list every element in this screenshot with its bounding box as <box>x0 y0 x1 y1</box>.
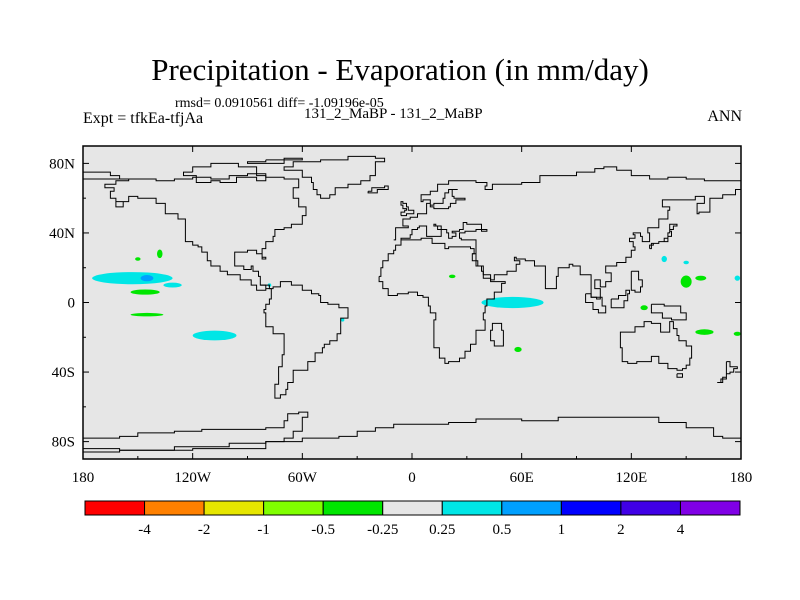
x-tick-label: 0 <box>408 470 416 486</box>
anomaly-patch <box>140 275 154 282</box>
x-tick-label: 120E <box>615 470 647 486</box>
y-tick-label: 40N <box>49 226 75 242</box>
y-tick-label: 40S <box>52 365 75 381</box>
coastline <box>283 155 386 199</box>
anomaly-patch <box>448 274 456 279</box>
coastline <box>378 237 506 364</box>
coastline <box>83 411 309 451</box>
anomaly-patch <box>734 275 741 281</box>
coastline <box>619 321 693 371</box>
anomaly-patch <box>92 272 173 285</box>
anomaly-patch <box>695 275 707 281</box>
anomaly-patch <box>340 318 345 322</box>
experiment-label: Expt = tfkEa-tfjAa <box>83 110 204 127</box>
coastline <box>393 166 741 241</box>
anomaly-patch <box>680 275 692 288</box>
y-tick-label: 80S <box>52 435 75 451</box>
colorbar-label: 1 <box>558 522 566 538</box>
colorbar-swatch <box>203 500 265 516</box>
colorbar: -4 -2 -1 -0.5 -0.25 0.25 0.5 1 2 4 <box>84 500 741 538</box>
anomaly-patch <box>661 255 667 263</box>
coastline <box>717 361 738 383</box>
anomaly-patch <box>135 257 141 261</box>
anomaly-patch <box>514 346 522 353</box>
coastline <box>83 416 741 453</box>
colorbar-swatch <box>322 500 384 516</box>
colorbar-label: 2 <box>617 522 625 538</box>
colorbar-label: 4 <box>677 522 685 538</box>
colorbar-label: -2 <box>198 522 211 538</box>
x-tick-label: 180 <box>730 470 753 486</box>
x-tick-label: 60W <box>288 470 318 486</box>
anomaly-patch <box>130 312 164 317</box>
coastline <box>400 201 415 217</box>
x-tick-label: 180 <box>72 470 95 486</box>
anomaly-patch <box>733 331 741 336</box>
coastline <box>367 185 389 194</box>
colorbar-swatch <box>382 500 443 516</box>
stats-label: rmsd= 0.0910561 diff= -1.09196e-05 <box>175 96 384 111</box>
y-axis: 80N 40N 0 40S 80S <box>49 156 741 451</box>
coastline <box>610 289 630 309</box>
colorbar-swatch <box>441 500 503 516</box>
coastline <box>585 293 607 314</box>
map-background <box>83 146 741 459</box>
colorbar-label: -1 <box>257 522 270 538</box>
anomaly-patch <box>640 305 648 311</box>
colorbar-swatch <box>263 500 324 516</box>
y-tick-label: 0 <box>68 296 76 312</box>
season-label: ANN <box>707 108 742 125</box>
coastline <box>400 189 741 300</box>
coastline <box>83 171 307 291</box>
coastline <box>260 281 349 399</box>
colorbar-swatch <box>144 500 205 516</box>
chart-title: Precipitation - Evaporation (in mm/day) <box>151 52 649 87</box>
colorbar-swatch <box>560 500 622 516</box>
anomaly-patch <box>130 289 160 295</box>
colorbar-label: -0.5 <box>311 522 335 538</box>
case-label: 131_2_MaBP - 131_2_MaBP <box>304 106 483 122</box>
coastline <box>630 270 643 293</box>
coastline <box>247 157 303 164</box>
coastline <box>650 303 687 321</box>
anomaly-layer <box>92 249 741 353</box>
colorbar-label: 0.5 <box>492 522 511 538</box>
anomaly-patch <box>481 296 544 309</box>
colorbar-label: -4 <box>138 522 151 538</box>
anomaly-patch <box>157 249 163 259</box>
colorbar-swatch <box>620 500 681 516</box>
x-axis: 180 120W 60W 0 60E 120E 180 <box>72 146 753 486</box>
colorbar-label: 0.25 <box>429 522 455 538</box>
anomaly-patch <box>192 330 237 341</box>
anomaly-patch <box>695 329 714 335</box>
coastline <box>676 373 683 378</box>
colorbar-label: -0.25 <box>367 522 398 538</box>
x-tick-label: 120W <box>174 470 212 486</box>
colorbar-swatch <box>679 500 741 516</box>
y-tick-label: 80N <box>49 156 75 172</box>
coastline-layer <box>83 155 741 453</box>
anomaly-patch <box>163 282 182 288</box>
coastline <box>649 223 678 250</box>
coastline <box>183 162 267 183</box>
x-tick-label: 60E <box>510 470 534 486</box>
colorbar-swatch <box>501 500 562 516</box>
coastline <box>490 322 504 347</box>
colorbar-swatch <box>84 500 146 516</box>
anomaly-patch <box>683 260 689 265</box>
